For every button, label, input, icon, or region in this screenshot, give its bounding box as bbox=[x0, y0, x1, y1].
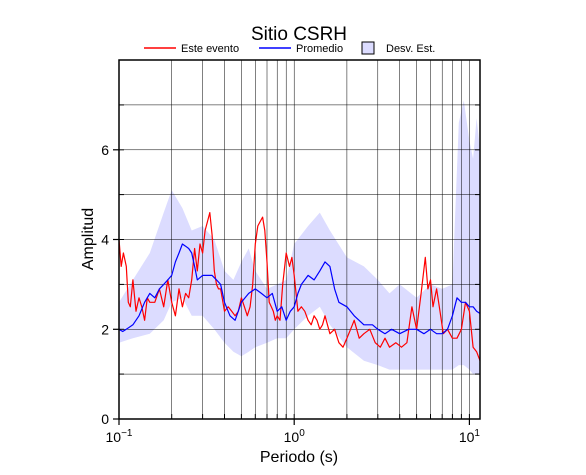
x-tick-label: 100 bbox=[284, 428, 306, 445]
y-tick-label: 2 bbox=[101, 321, 109, 337]
series-line-este-evento bbox=[118, 212, 481, 361]
std-band bbox=[119, 100, 480, 375]
series-line-promedio bbox=[118, 243, 481, 335]
chart-title: Sitio CSRH bbox=[251, 24, 347, 45]
legend-swatch-desv-est bbox=[361, 41, 375, 55]
legend-label-promedio: Promedio bbox=[296, 43, 343, 55]
legend: Este evento Promedio Desv. Est. bbox=[144, 41, 435, 55]
tick-layer: 0 2 4 6 10−1 100 101 bbox=[101, 104, 481, 445]
legend-label-desv-est: Desv. Est. bbox=[386, 43, 435, 55]
plot-area bbox=[118, 59, 481, 420]
y-tick-label: 0 bbox=[101, 411, 109, 427]
y-axis-label: Amplitud bbox=[80, 208, 97, 270]
y-tick-label: 4 bbox=[101, 232, 109, 248]
series-layer bbox=[118, 212, 481, 361]
y-tick-label: 6 bbox=[101, 142, 109, 158]
x-axis-label: Periodo (s) bbox=[260, 449, 338, 466]
legend-label-este-evento: Este evento bbox=[181, 43, 239, 55]
x-tick-label: 101 bbox=[459, 428, 481, 445]
x-tick-label: 10−1 bbox=[106, 428, 133, 445]
band-layer bbox=[119, 100, 480, 375]
